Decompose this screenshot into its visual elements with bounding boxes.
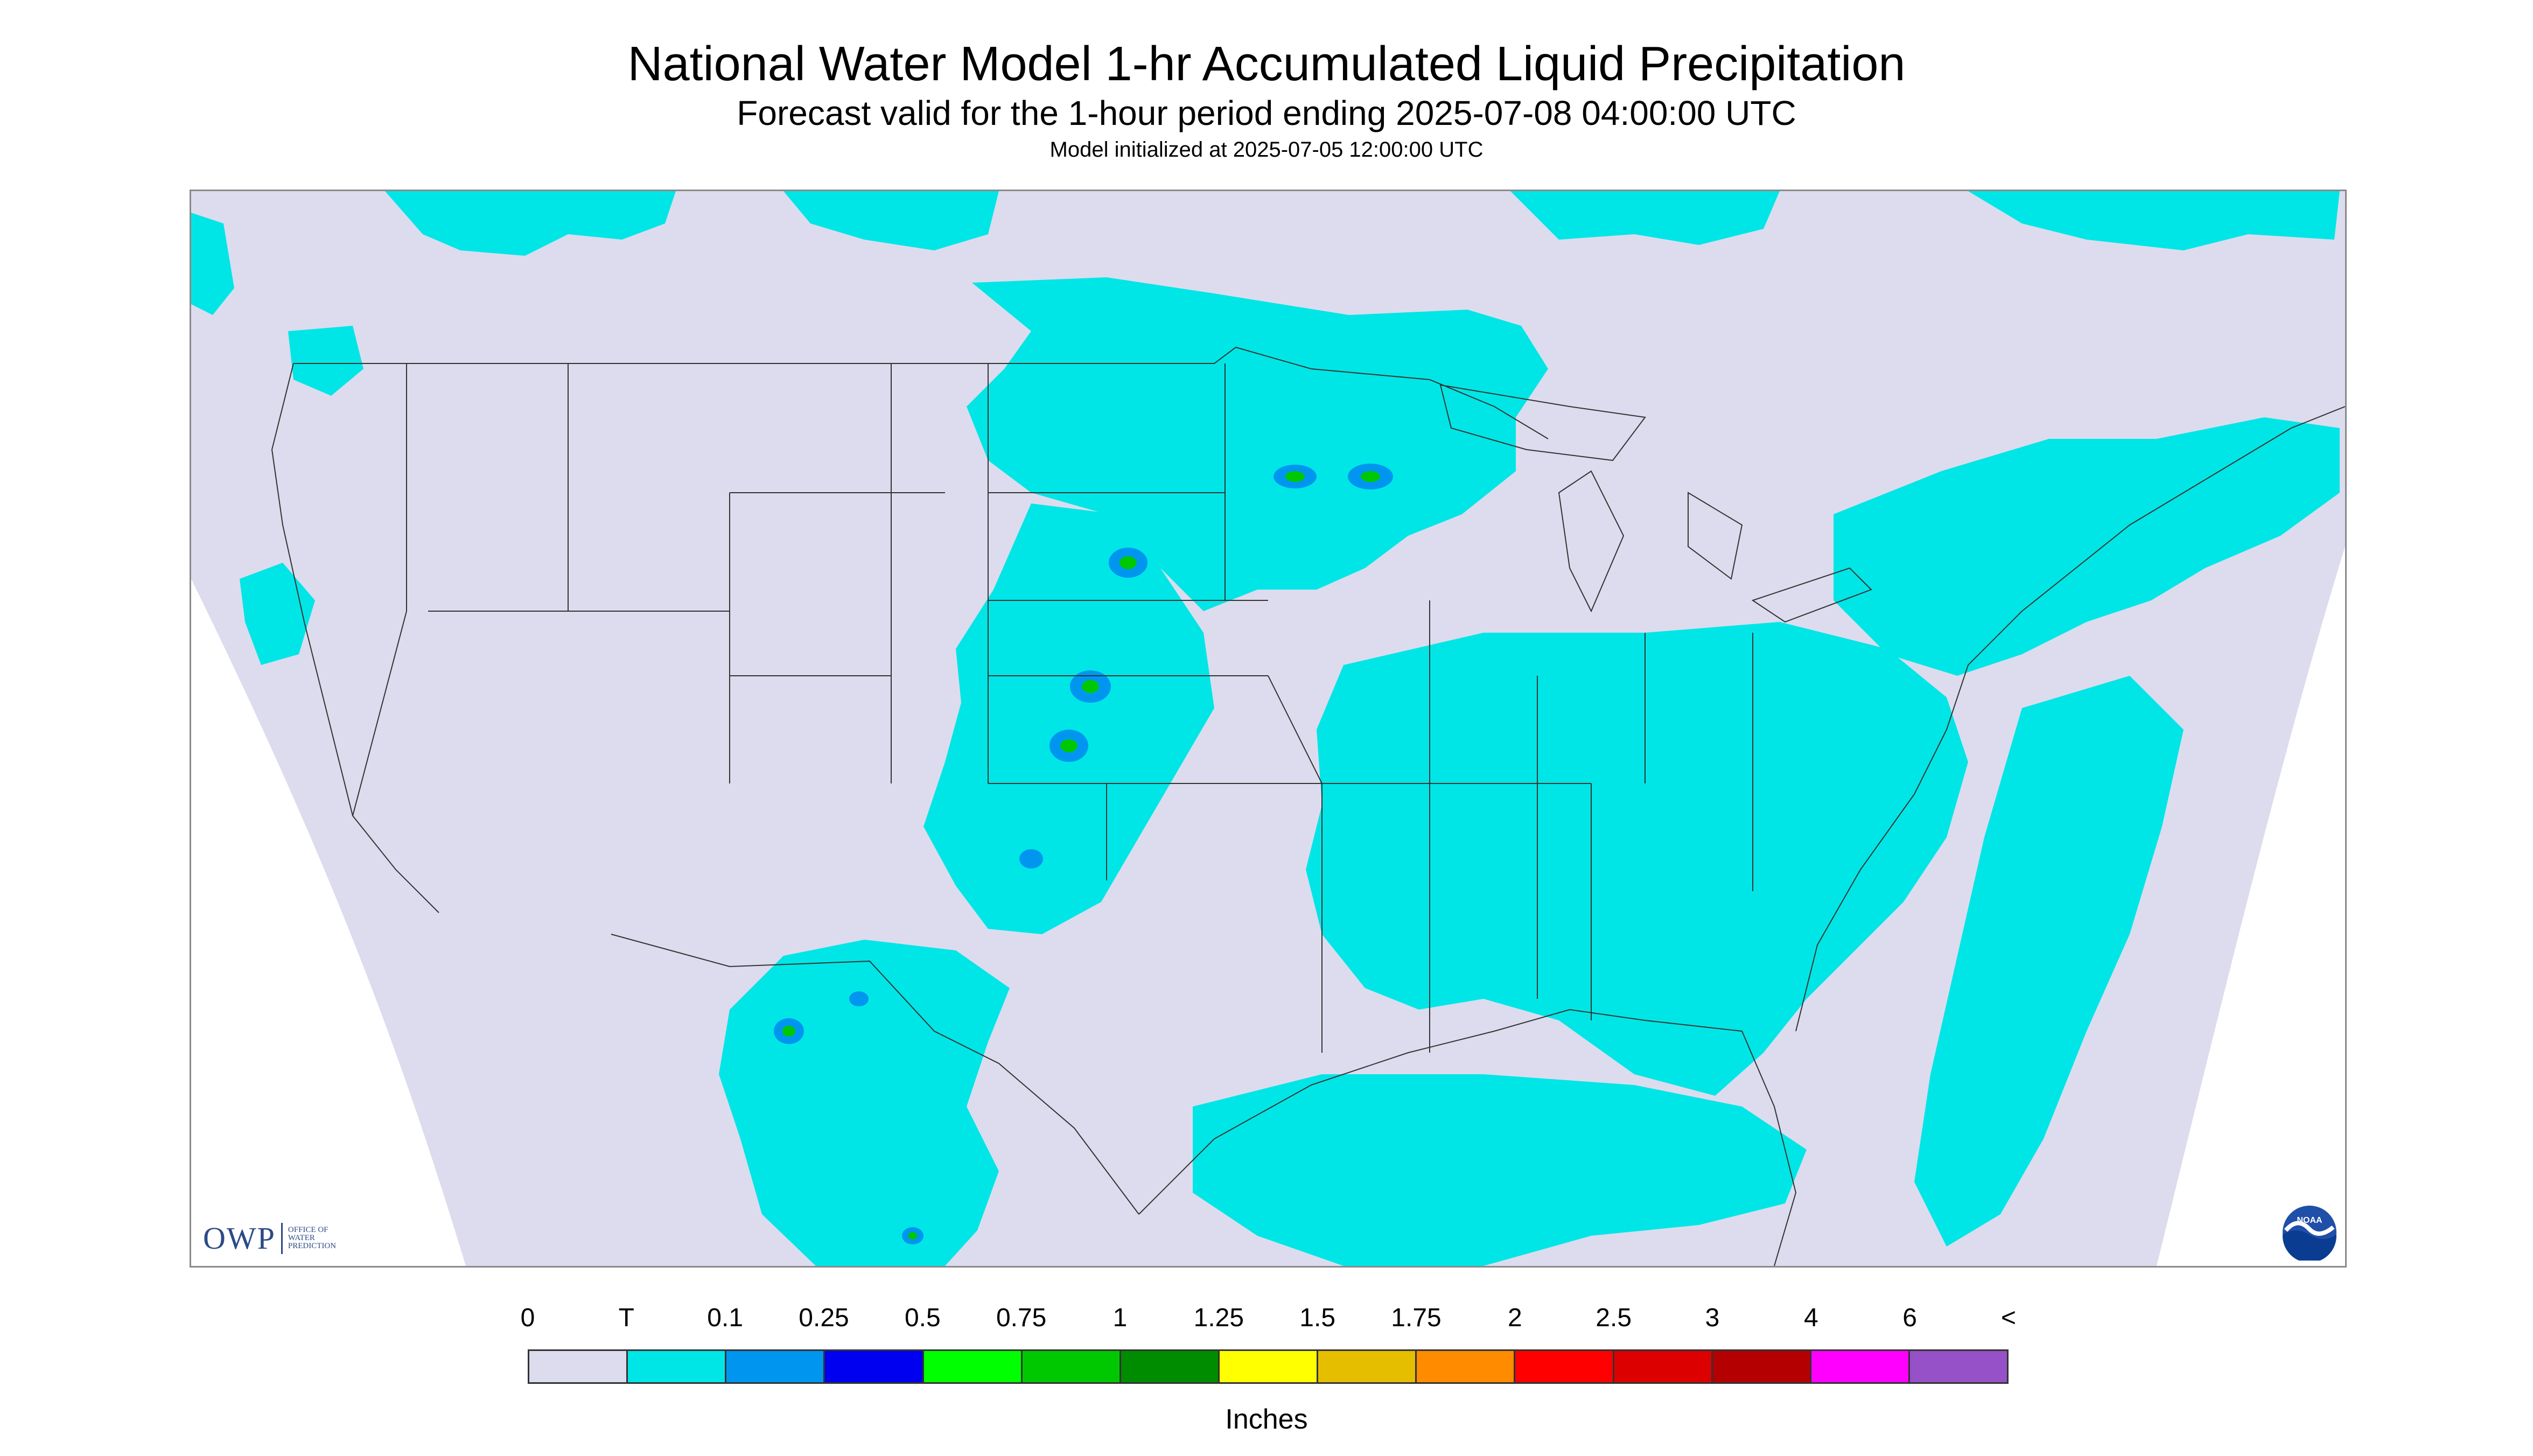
owp-logo-text: OFFICE OF WATER PREDICTION — [288, 1226, 337, 1250]
legend-colorbar — [528, 1349, 2009, 1384]
chart-title: National Water Model 1-hr Accumulated Li… — [627, 37, 1906, 91]
legend-tick-label: 0.75 — [996, 1304, 1047, 1332]
state-lines-west — [352, 363, 945, 816]
legend-units-label: Inches — [1225, 1404, 1308, 1435]
state-lines-east — [1321, 600, 1753, 1053]
precip-core-sd-center — [1119, 556, 1137, 569]
legend-tick-label: 1.25 — [1193, 1304, 1244, 1332]
legend-labels: 0 T 0.1 0.25 0.5 0.75 1 1.25 1.5 1.75 2 2.5 3 4 6 < — [521, 1303, 2016, 1335]
noaa-logo: NOAA — [2283, 1206, 2336, 1261]
legend-swatch — [628, 1351, 727, 1382]
legend-tick-label: T — [618, 1304, 634, 1332]
legend-swatch — [529, 1351, 628, 1382]
legend-swatch — [1022, 1351, 1121, 1382]
legend-tick-label: 1.75 — [1391, 1304, 1442, 1332]
great-lakes — [1439, 384, 1872, 623]
legend-tick-label: 2 — [1507, 1304, 1522, 1332]
legend-swatch — [1614, 1351, 1713, 1382]
precip-canada-north — [385, 191, 2340, 256]
legend-tick-label: 0 — [520, 1304, 535, 1332]
canada-us-border — [293, 346, 1549, 439]
precip-central-plains-band — [923, 503, 1214, 934]
precip-core-az-center — [782, 1026, 795, 1037]
precip-atlantic-offshore — [1914, 676, 2184, 1247]
precip-core-ne-center — [1082, 680, 1099, 693]
precip-legend: 0 T 0.1 0.25 0.5 0.75 1 1.25 1.5 1.75 2 2.5 3 4 6 < — [521, 1303, 2016, 1389]
precip-core-ok — [1019, 849, 1043, 869]
legend-tick-label: < — [2000, 1304, 2017, 1332]
legend-tick-label: 2.5 — [1596, 1304, 1632, 1332]
gulf-coast — [1138, 1009, 1797, 1266]
legend-swatch — [1121, 1351, 1220, 1382]
legend-swatch — [1811, 1351, 1910, 1382]
precip-core-ks-center — [1060, 739, 1077, 752]
legend-tick-label: 0.25 — [799, 1304, 849, 1332]
legend-tick-label: 0.5 — [904, 1304, 941, 1332]
owp-logo-divider — [281, 1222, 283, 1254]
legend-tick-label: 1.5 — [1299, 1304, 1336, 1332]
west-coast — [271, 363, 439, 913]
precip-gulf-of-mexico — [1193, 1074, 1807, 1266]
legend-swatch — [1417, 1351, 1516, 1382]
legend-swatch — [1318, 1351, 1417, 1382]
precip-north-dakota-minnesota-band — [967, 277, 1548, 611]
owp-logo: OWP OFFICE OF WATER PREDICTION — [203, 1220, 358, 1256]
legend-swatch — [1515, 1351, 1614, 1382]
legend-tick-label: 4 — [1803, 1304, 1818, 1332]
precip-core-nd-center — [1285, 471, 1305, 482]
precip-core-mexico-center — [908, 1232, 917, 1240]
precip-ohio-valley-southeast — [1306, 622, 1968, 1096]
legend-swatch — [1909, 1351, 2007, 1382]
precip-core-mn-center — [1361, 471, 1380, 482]
precip-northeast-great-lakes — [1834, 417, 2340, 676]
legend-swatch — [726, 1351, 825, 1382]
legend-swatch — [825, 1351, 924, 1382]
legend-tick-label: 6 — [1902, 1304, 1918, 1332]
forecast-valid-subtitle: Forecast valid for the 1-hour period end… — [737, 94, 1796, 132]
legend-tick-label: 1 — [1112, 1304, 1128, 1332]
precip-core-nm — [849, 991, 869, 1006]
model-init-subtitle: Model initialized at 2025-07-05 12:00:00… — [1049, 138, 1484, 162]
east-coast — [1795, 406, 2345, 1032]
legend-swatch — [1219, 1351, 1319, 1382]
noaa-logo-text: NOAA — [2297, 1216, 2322, 1225]
us-mexico-border — [611, 934, 1139, 1215]
legend-tick-label: 0.1 — [707, 1304, 744, 1332]
legend-tick-label: 3 — [1705, 1304, 1720, 1332]
legend-swatch — [1712, 1351, 1811, 1382]
owp-logo-mark: OWP — [203, 1221, 276, 1256]
precip-pacific-northwest — [191, 213, 363, 665]
state-lines-central — [988, 363, 1323, 880]
legend-swatch — [923, 1351, 1023, 1382]
precipitation-map: OWP OFFICE OF WATER PREDICTION NOAA — [190, 190, 2347, 1268]
